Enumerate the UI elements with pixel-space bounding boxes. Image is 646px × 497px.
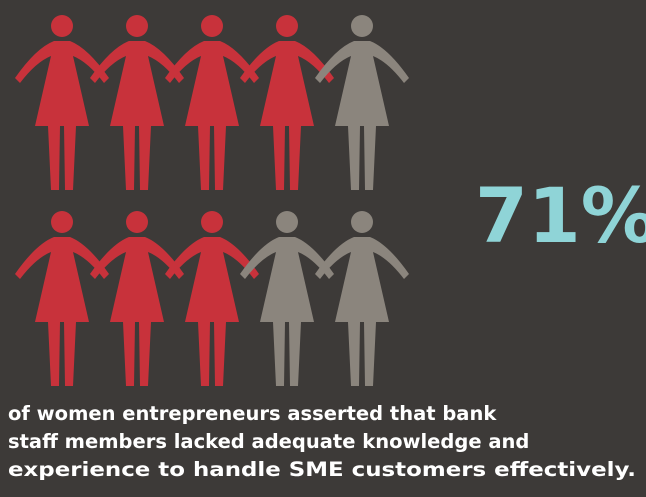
caption-line: of women entrepreneurs asserted that ban… — [8, 402, 497, 425]
stat-value: 71% — [475, 171, 646, 260]
caption-line: staff members lacked adequate knowledge … — [8, 430, 529, 453]
caption-line: experience to handle SME customers effec… — [8, 458, 636, 481]
